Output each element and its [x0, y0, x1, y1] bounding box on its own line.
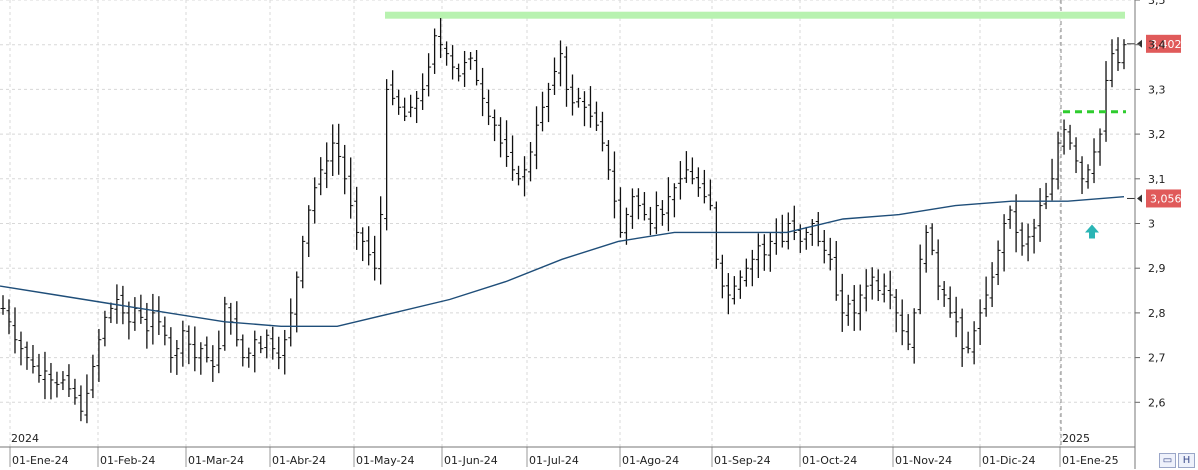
- x-tick-label: 01-Dic-24: [982, 454, 1036, 467]
- year-label: 2024: [11, 432, 39, 445]
- print-button[interactable]: ▭: [1159, 453, 1176, 468]
- y-tick-label: 2,8: [1148, 307, 1166, 320]
- x-tick-label: 01-Ago-24: [622, 454, 679, 467]
- price-tag-box: [1146, 34, 1181, 53]
- moving-average: [0, 196, 1125, 327]
- x-tick-label: 01-Feb-24: [100, 454, 155, 467]
- axes: 2,6 2,7 2,8 2,9 3 3,1 3,2 3,3 3,4 3,5 01-Ene-24 01-…: [0, 0, 1166, 469]
- y-tick-label: 2,9: [1148, 262, 1166, 275]
- y-tick-label: 3,5: [1148, 0, 1166, 7]
- x-tick-label: 01-Ene-24: [12, 454, 69, 467]
- ohlc-bars: [0, 18, 1127, 424]
- x-tick-label: 01-Nov-24: [895, 454, 952, 467]
- overlays-back: [385, 11, 1125, 19]
- x-tick-label: 01-Jul-24: [529, 454, 579, 467]
- price-tag-label: 3,056: [1150, 192, 1182, 205]
- x-tick-label: 01-Sep-24: [714, 454, 771, 467]
- y-tick-label: 3,2: [1148, 128, 1166, 141]
- year-label: 2025: [1062, 432, 1090, 445]
- y-tick-label: 3: [1148, 218, 1155, 231]
- save-button[interactable]: H: [1178, 453, 1195, 468]
- price-tag-arrow-icon: [1137, 39, 1142, 48]
- y-tick-label: 3,3: [1148, 83, 1166, 96]
- overlays-front: 3,402 3,056: [1063, 34, 1182, 239]
- price-tag-box: [1146, 189, 1181, 208]
- moving-average-line: [0, 196, 1125, 327]
- x-tick-label: 01-Jun-24: [444, 454, 498, 467]
- y-tick-label: 2,7: [1148, 352, 1166, 365]
- x-tick-label: 01-May-24: [356, 454, 414, 467]
- price-tag-arrow-icon: [1137, 194, 1142, 203]
- up-arrow-icon: [1085, 224, 1099, 239]
- price-tag-label: 3,402: [1150, 38, 1182, 51]
- x-tick-label: 01-Abr-24: [272, 454, 326, 467]
- x-tick-label: 01-Oct-24: [802, 454, 857, 467]
- resistance-band: [385, 11, 1125, 19]
- x-tick-label: 01-Mar-24: [188, 454, 244, 467]
- y-tick-label: 3,4: [1148, 39, 1166, 52]
- y-tick-label: 2,6: [1148, 396, 1166, 409]
- x-tick-label: 01-Ene-25: [1062, 454, 1119, 467]
- y-tick-label: 3,1: [1148, 173, 1166, 186]
- grid-lines: [0, 0, 1135, 447]
